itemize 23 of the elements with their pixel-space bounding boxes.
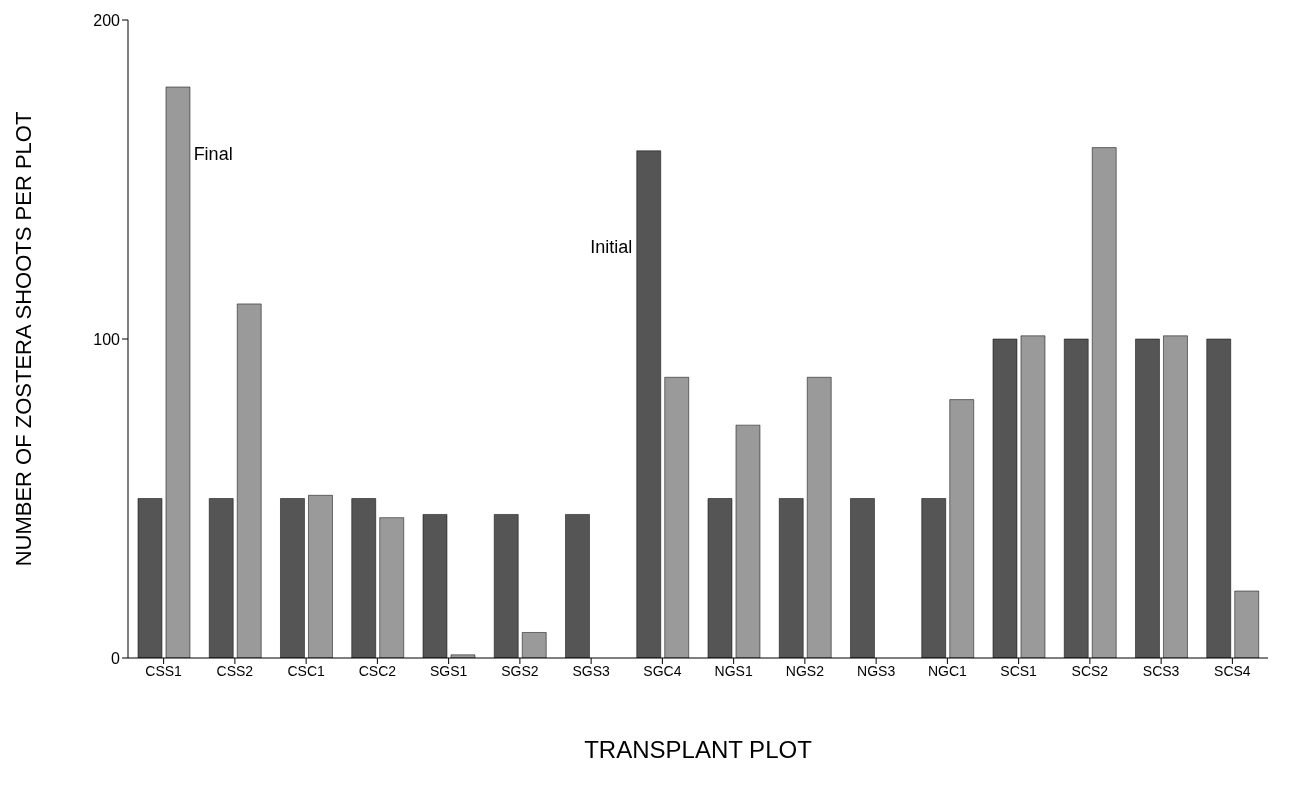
x-tick-label: NGS2: [785, 662, 825, 679]
annotation: Final: [193, 144, 233, 165]
x-tick-label: NGS3: [857, 662, 896, 679]
annotation: Initial: [590, 236, 633, 257]
y-axis-title: NUMBER OF ZOSTERA SHOOTS PER PLOT: [10, 111, 36, 567]
x-tick-label: CSC2: [358, 662, 397, 679]
x-tick-label: CSS1: [145, 662, 183, 679]
y-tick-label: 200: [93, 11, 121, 29]
x-axis-title: TRANSPLANT PLOT: [584, 736, 813, 763]
x-tick-label: NGS1: [714, 662, 753, 679]
x-tick-label: SCS3: [1142, 662, 1180, 679]
x-tick-label: CSS2: [216, 662, 254, 679]
y-tick-label: 100: [93, 330, 121, 348]
y-tick-label: 0: [111, 649, 121, 667]
x-tick-label: SGS1: [429, 662, 468, 679]
x-tick-label: NGC1: [927, 662, 968, 679]
x-tick-label: SGS2: [501, 662, 539, 679]
x-tick-label: CSC1: [287, 662, 325, 679]
x-tick-label: SCS4: [1214, 662, 1251, 679]
x-tick-label: SGS3: [572, 662, 611, 679]
x-tick-label: SGC4: [643, 662, 682, 679]
x-tick-label: SCS1: [1000, 662, 1038, 679]
x-tick-label: SCS2: [1071, 662, 1109, 679]
